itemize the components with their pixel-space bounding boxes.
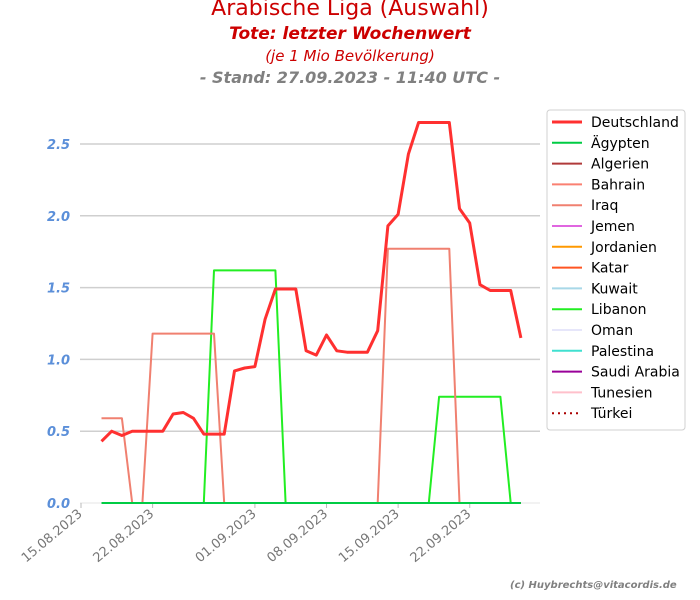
x-tick-label: 08.09.2023 (264, 507, 331, 566)
copyright-credit: (c) Huybrechts@vitacordis.de (510, 580, 677, 591)
legend-label: Libanon (591, 302, 646, 318)
y-tick-label: 0.0 (47, 497, 70, 512)
legend-label: Türkei (590, 406, 632, 422)
x-tick-label: 22.08.2023 (91, 507, 158, 566)
y-tick-label: 1.0 (47, 353, 70, 368)
series-line-deutschland (100, 121, 523, 443)
y-tick-label: 0.5 (47, 425, 70, 440)
legend-label: Palestina (591, 344, 654, 360)
x-tick-label: 22.09.2023 (408, 507, 475, 566)
y-tick-label: 2.5 (47, 138, 70, 153)
x-tick-label: 01.09.2023 (193, 507, 260, 566)
legend-label: Saudi Arabia (591, 365, 680, 381)
legend-label: Bahrain (591, 177, 645, 193)
x-tick-label: 15.09.2023 (336, 507, 403, 566)
legend-label: Ägypten (591, 134, 650, 152)
y-tick-label: 1.5 (47, 282, 70, 297)
legend-label: Deutschland (591, 115, 679, 131)
legend-label: Tunesien (590, 385, 652, 401)
chart-title: Arabische Liga (Auswahl) (211, 0, 489, 21)
chart-subtitle: Tote: letzter Wochenwert (229, 24, 471, 44)
unit-note: (je 1 Mio Bevölkerung) (265, 47, 435, 65)
legend-label: Iraq (591, 198, 618, 214)
legend-label: Jemen (590, 219, 635, 235)
y-tick-label: 2.0 (47, 210, 70, 225)
stand-timestamp: - Stand: 27.09.2023 - 11:40 UTC - (199, 68, 501, 87)
legend-label: Kuwait (591, 281, 638, 297)
legend-label: Jordanien (590, 240, 657, 256)
legend-label: Katar (591, 261, 629, 277)
legend-label: Algerien (591, 157, 649, 173)
x-tick-label: 15.08.2023 (19, 507, 86, 566)
legend-label: Oman (591, 323, 633, 339)
